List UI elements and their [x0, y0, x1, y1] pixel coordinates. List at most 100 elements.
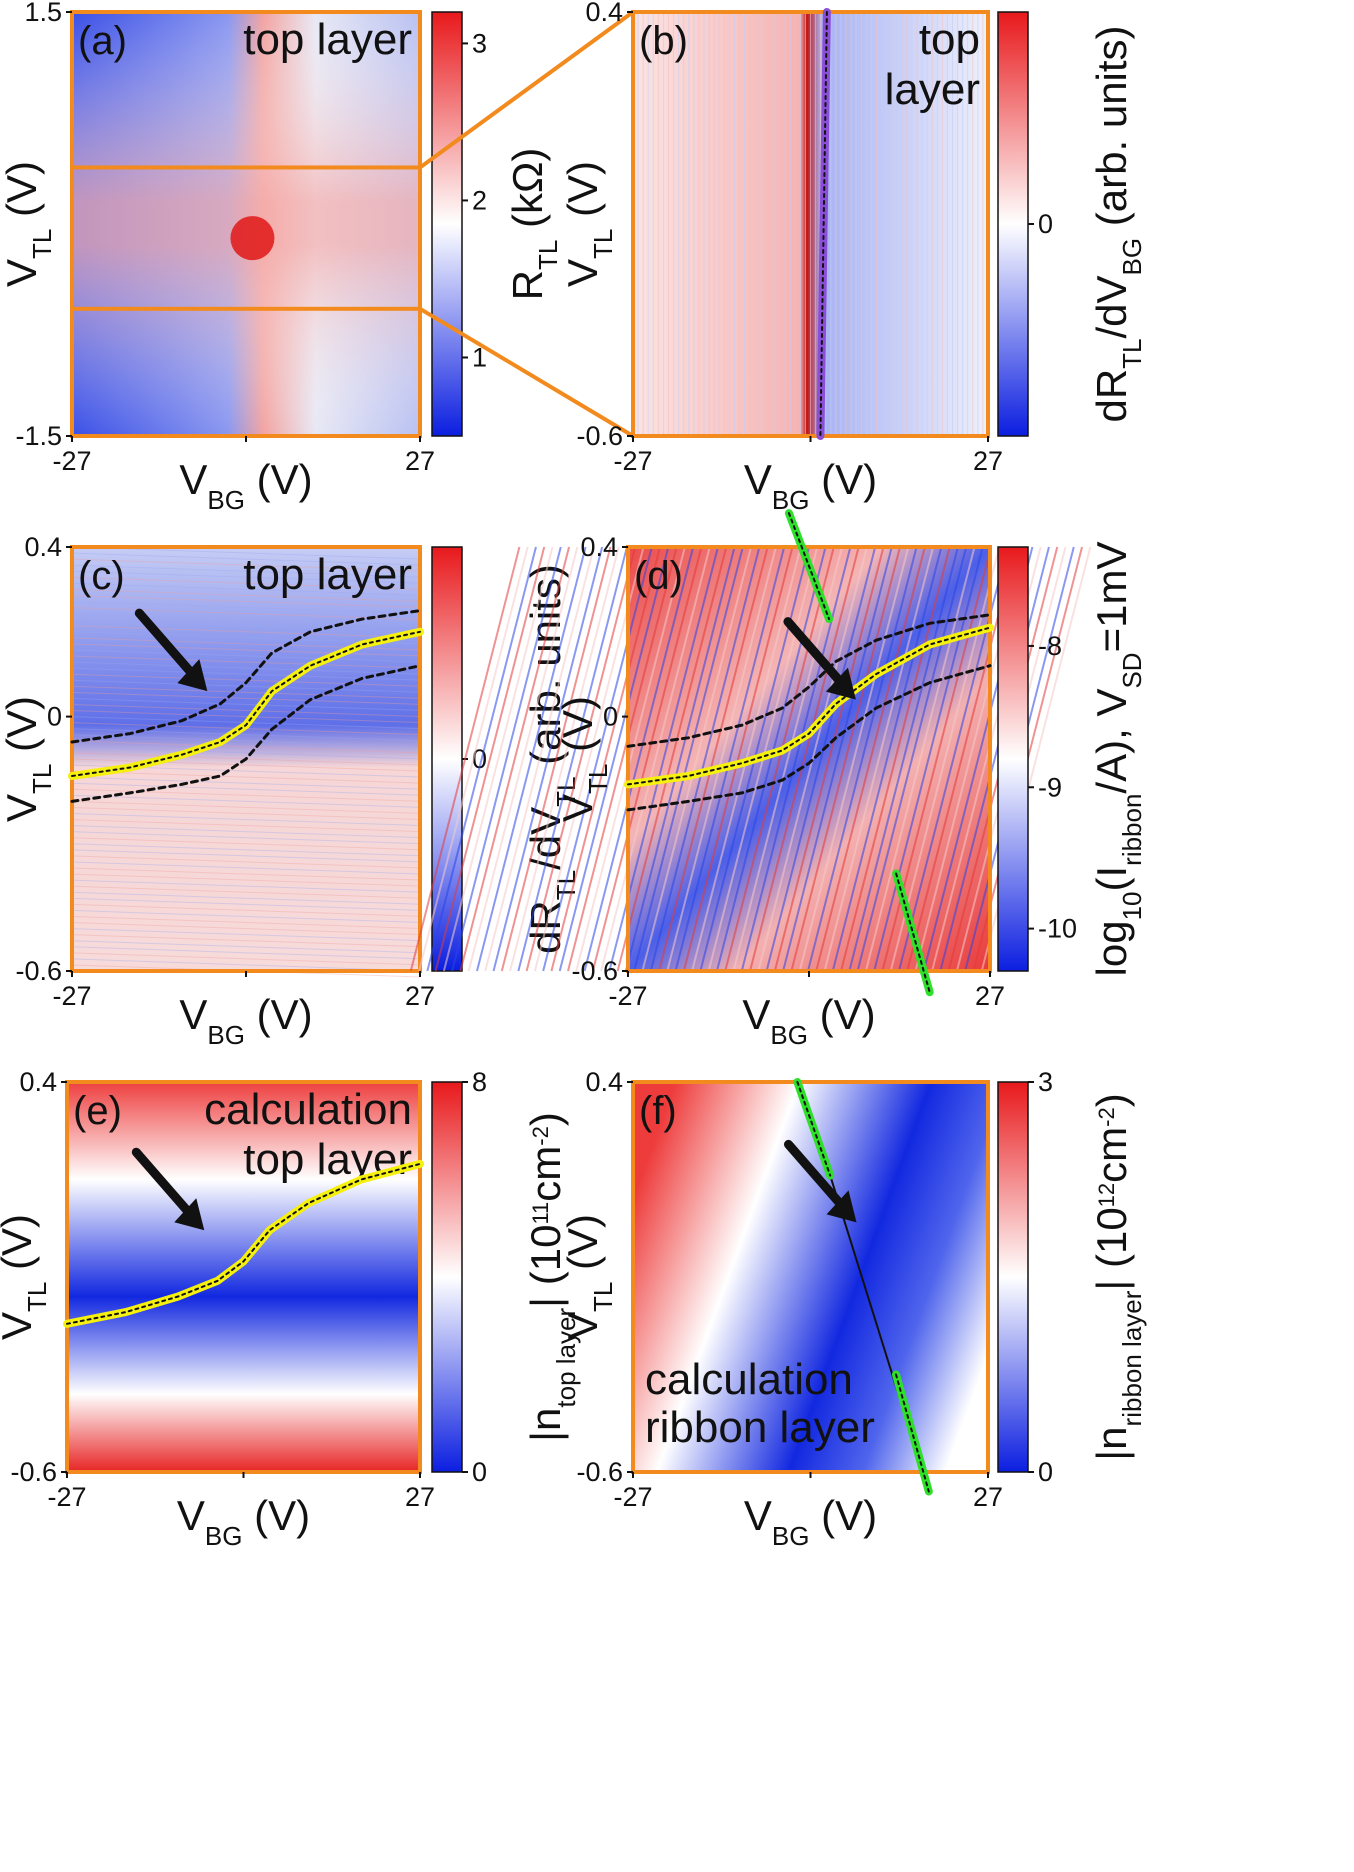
noise-stripe	[71, 915, 421, 929]
panel-label: (e)	[73, 1089, 122, 1133]
colorbar-label: log10(Iribbon/A), VSD=1mV	[1088, 542, 1147, 977]
stripe	[939, 546, 1050, 972]
colorbar	[997, 11, 1029, 437]
noise-stripe	[71, 806, 421, 820]
noise-stripe	[71, 800, 421, 814]
noise-stripe	[71, 946, 421, 960]
noise-stripe	[71, 728, 421, 742]
arrow	[131, 1147, 195, 1219]
colorbar	[431, 546, 463, 972]
annotation-text: calculation	[645, 1355, 853, 1404]
noise-stripe	[71, 843, 421, 857]
noise-stripe	[71, 940, 421, 954]
y-tick-label: 0.4	[580, 532, 618, 562]
arrow	[134, 608, 198, 680]
arrow	[783, 617, 847, 689]
stripe	[798, 546, 910, 972]
noise-stripe	[71, 758, 421, 772]
stripe	[600, 546, 711, 972]
y-tick-label: -0.6	[15, 956, 62, 986]
stripe	[442, 546, 554, 972]
y-axis-label: VTL (V)	[0, 696, 57, 822]
y-tick-label: 0	[603, 702, 618, 732]
noise-stripe	[71, 710, 421, 724]
stripe	[434, 546, 546, 972]
stripe	[666, 546, 777, 972]
noise-stripe	[71, 867, 421, 881]
noise-stripe	[71, 928, 421, 942]
stripe	[558, 546, 670, 972]
y-tick-label: -0.6	[10, 1457, 57, 1487]
dashed-bound-lower	[626, 664, 992, 812]
dashed-bound-upper	[626, 613, 992, 748]
annotation-text: calculation	[204, 1085, 412, 1134]
noise-stripe	[71, 958, 421, 972]
stripe	[848, 546, 959, 972]
noise-stripe	[71, 770, 421, 784]
green-trace-bottom	[895, 1373, 930, 1493]
colorbar-tick-label: -10	[1038, 914, 1077, 944]
x-tick-label: 27	[973, 1482, 1003, 1512]
y-tick-label: -0.6	[571, 956, 618, 986]
stripe	[715, 546, 827, 972]
colorbar-tick-label: 2	[472, 185, 487, 215]
colorbar-tick-label: 0	[472, 1457, 487, 1487]
noise-stripe	[71, 643, 421, 657]
heatmap	[67, 1082, 420, 1472]
noise-stripe	[71, 909, 421, 923]
heatmap	[633, 1082, 988, 1472]
colorbar-tick-label: -9	[1038, 772, 1062, 802]
noise-stripe	[71, 703, 421, 717]
stripe	[476, 546, 587, 972]
arrow-head	[177, 659, 208, 692]
noise-stripe	[71, 831, 421, 845]
stripe	[773, 546, 885, 972]
colorbar-tick-label: 1	[472, 342, 487, 372]
x-axis-label: VBG (V)	[742, 991, 875, 1050]
arrow-head	[174, 1198, 205, 1231]
annotation-text: top layer	[243, 15, 412, 64]
stripe	[484, 546, 595, 972]
y-tick-label: 0	[47, 702, 62, 732]
y-tick-label: -0.6	[576, 1457, 623, 1487]
stripe	[624, 546, 736, 972]
panel-label: (f)	[639, 1089, 677, 1133]
colorbar-tick-label: 0	[1038, 209, 1053, 239]
colorbar	[431, 11, 463, 437]
noise-stripe	[71, 655, 421, 669]
stripe	[591, 546, 703, 972]
stripe	[823, 546, 935, 972]
x-tick-label: 27	[973, 446, 1003, 476]
stripe	[864, 546, 976, 972]
x-axis-label: VBG (V)	[744, 456, 877, 515]
noise-stripe	[71, 570, 421, 584]
stripe	[856, 546, 968, 972]
panel-label: (d)	[634, 554, 683, 598]
noise-stripe	[71, 601, 421, 615]
stripe	[418, 546, 529, 972]
arrow-head	[825, 667, 856, 700]
x-tick-label: -27	[47, 1482, 86, 1512]
y-tick-label: 1.5	[24, 0, 62, 27]
arrow	[784, 1139, 848, 1211]
noise-stripe	[71, 685, 421, 699]
stripe	[682, 546, 794, 972]
noise-stripe	[71, 819, 421, 833]
stripe	[567, 546, 678, 972]
x-axis-label: VBG (V)	[177, 1492, 310, 1551]
stripe	[459, 546, 571, 972]
panel-d: 0.4 0 -0.6-27 27 VBG (V) VTL (V) (d) -8 -9 -10 log…	[409, 509, 1147, 1050]
noise-stripe	[71, 582, 421, 596]
noise-stripe	[71, 625, 421, 639]
stripe	[533, 546, 645, 972]
stripe	[467, 546, 579, 972]
annotation-text: top layer	[243, 550, 412, 599]
x-tick-label: 27	[405, 981, 435, 1011]
green-trace-bottom	[895, 872, 931, 994]
yellow-trace	[71, 630, 421, 777]
noise-stripe	[71, 952, 421, 966]
x-tick-label: -27	[613, 1482, 652, 1512]
panel-f: 0.4 -0.6-27 27 VBG (V) VTL (V) (f) 3 0 |nribbon …	[559, 1067, 1147, 1551]
y-axis-label: VTL (V)	[554, 696, 613, 822]
stripe	[492, 546, 604, 972]
